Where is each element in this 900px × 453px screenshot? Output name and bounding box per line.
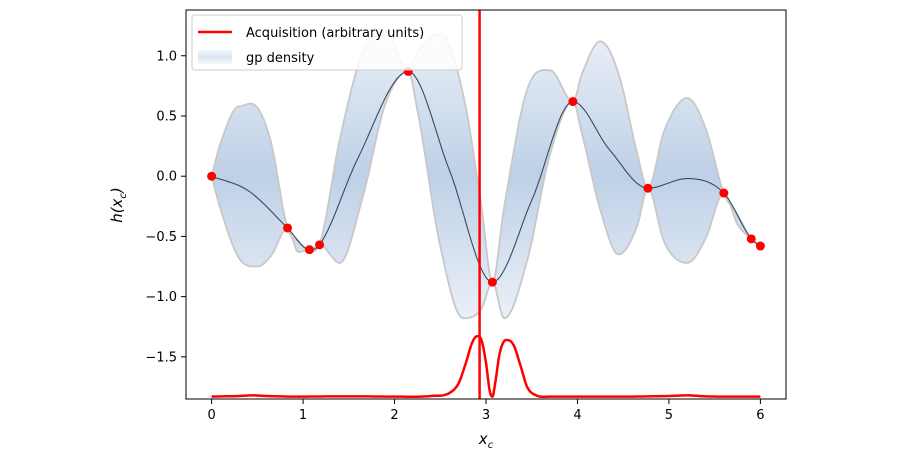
x-tick-label: 6 <box>756 408 764 423</box>
y-tick-label: −1.0 <box>145 290 177 305</box>
observation-point <box>304 245 314 255</box>
gp-lower-bound-line <box>210 70 761 320</box>
x-tick-label: 1 <box>299 408 307 423</box>
legend-swatch-gp-density <box>198 50 232 64</box>
y-tick-label: 0.5 <box>156 109 177 124</box>
x-tick-label: 5 <box>665 408 673 423</box>
observation-point <box>487 277 497 287</box>
observation-point <box>719 188 729 198</box>
y-tick-label: −1.5 <box>145 350 177 365</box>
gp-upper-bound-line <box>210 30 761 284</box>
observation-point <box>568 97 578 107</box>
x-axis-ticks: 0 1 2 3 4 5 6 <box>207 399 765 423</box>
legend-box <box>191 14 463 71</box>
legend-label-acquisition: Acquisition (arbitrary units) <box>246 26 424 41</box>
y-axis-ticks: 1.0 0.5 0.0 −0.5 −1.0 −1.5 <box>145 49 186 365</box>
observation-point <box>207 171 217 181</box>
observation-point <box>283 223 293 233</box>
y-tick-label: −0.5 <box>145 230 177 245</box>
acquisition-line <box>211 335 761 399</box>
y-tick-label: 1.0 <box>156 49 177 64</box>
x-axis-label: xc <box>478 430 494 451</box>
y-tick-label: 0.0 <box>156 170 177 185</box>
legend-label-gp-density: gp density <box>246 51 315 66</box>
legend: Acquisition (arbitrary units) gp density <box>191 14 463 71</box>
x-tick-label: 3 <box>482 408 490 423</box>
observation-point <box>746 234 756 244</box>
observation-point <box>755 241 765 251</box>
gp-density-band <box>211 31 761 319</box>
observation-point <box>315 240 325 250</box>
y-axis-label: h(xc) <box>108 187 129 223</box>
observation-point <box>643 183 653 193</box>
x-tick-label: 2 <box>390 408 398 423</box>
x-tick-label: 4 <box>573 408 581 423</box>
plot-area <box>185 9 787 400</box>
x-tick-label: 0 <box>207 408 215 423</box>
